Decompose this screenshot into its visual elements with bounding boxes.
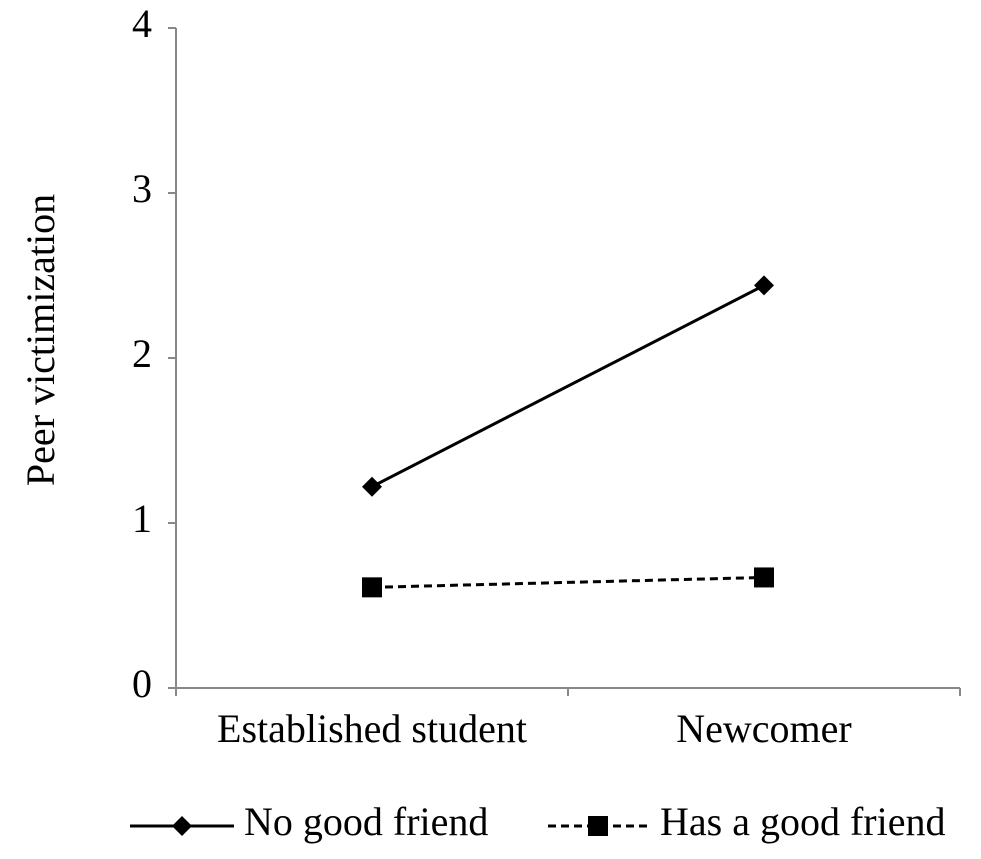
axes (175, 28, 960, 689)
legend-item: No good friend (130, 799, 488, 844)
y-tick-label: 2 (132, 331, 152, 376)
series-layer (362, 275, 774, 598)
legend-diamond-marker (172, 816, 192, 836)
legend-label: No good friend (244, 799, 488, 844)
y-tick-label: 0 (132, 661, 152, 706)
data-point (362, 577, 382, 598)
legend-item: Has a good friend (548, 799, 945, 844)
data-point (362, 476, 382, 497)
data-point (754, 275, 774, 296)
y-tick-label: 1 (132, 496, 152, 541)
series-line (371, 284, 765, 489)
y-axis-title: Peer victimization (18, 194, 63, 486)
y-tick-label: 4 (132, 1, 152, 46)
series-has-good-friend (362, 567, 774, 598)
legend-label: Has a good friend (660, 799, 945, 844)
y-tick-label: 3 (132, 166, 152, 211)
legend-square-marker (588, 816, 608, 836)
legend: No good friend Has a good friend (130, 799, 945, 844)
x-category-label: Newcomer (676, 706, 851, 751)
series-line (371, 575, 765, 589)
data-point (754, 567, 774, 588)
y-ticks: 0 1 2 3 4 (132, 1, 176, 706)
x-category-label: Established student (217, 706, 527, 751)
series-no-good-friend (362, 275, 774, 497)
x-ticks: Established student Newcomer (175, 688, 961, 751)
